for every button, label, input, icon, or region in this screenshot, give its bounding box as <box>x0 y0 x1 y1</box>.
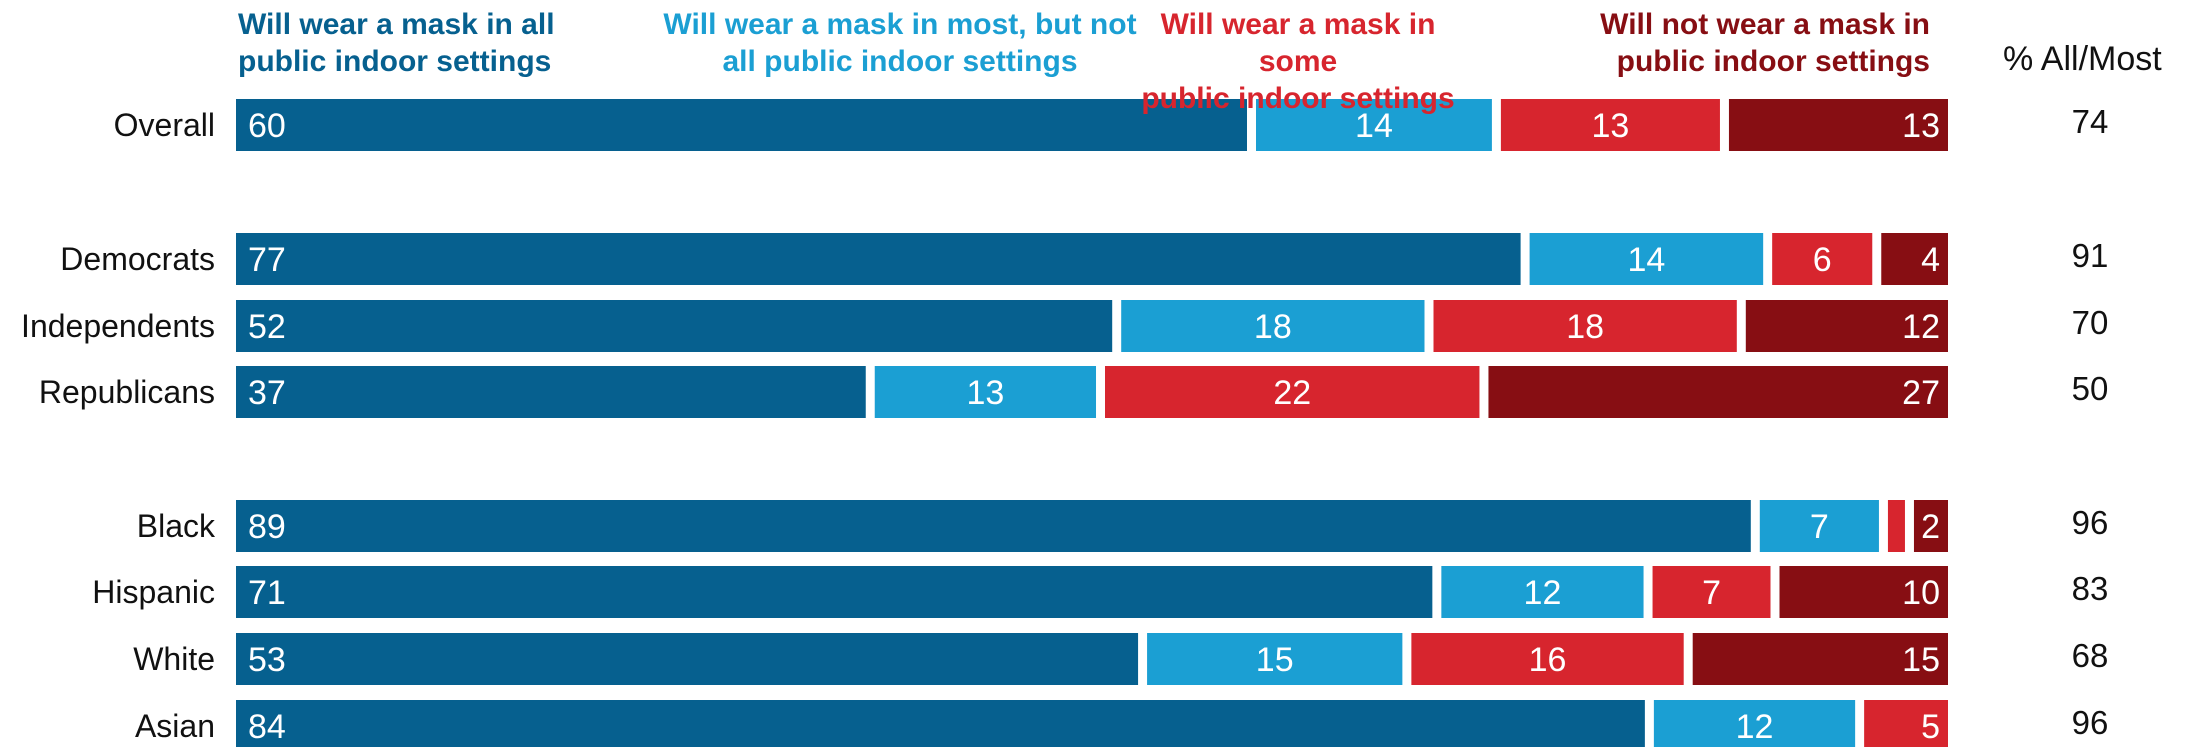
data-label: 52 <box>248 308 286 346</box>
bar-segment <box>236 233 1521 285</box>
bar-segment <box>1728 99 1948 151</box>
data-label: 7 <box>1702 574 1721 612</box>
data-label: 13 <box>1902 107 1940 145</box>
data-label: 15 <box>1902 641 1940 679</box>
bar-segment <box>1887 500 1905 552</box>
totals-header: % All/Most <box>2003 40 2162 78</box>
legend-line: public indoor settings <box>1616 45 1930 78</box>
data-label: 18 <box>1566 308 1604 346</box>
bar-segment <box>1745 300 1948 352</box>
data-label: 6 <box>1813 241 1832 279</box>
bar-segment <box>1692 633 1948 685</box>
total-value: 50 <box>2071 370 2109 407</box>
bar-segment <box>1759 500 1879 552</box>
data-label: 5 <box>1921 708 1940 746</box>
total-value: 70 <box>2071 304 2109 341</box>
legend-item-4: Will not wear a mask in public indoor set… <box>1597 6 1930 80</box>
bar-segment <box>1881 233 1948 285</box>
legend-line: public indoor settings <box>238 45 552 78</box>
data-label: 4 <box>1921 241 1940 279</box>
bar-segment <box>236 99 1247 151</box>
category-label: Black <box>136 508 215 544</box>
bar-segment <box>1121 300 1425 352</box>
bar-segment <box>1652 566 1771 618</box>
total-value: 83 <box>2071 570 2109 607</box>
bar-segment <box>236 500 1751 552</box>
category-label: Overall <box>113 107 215 143</box>
legend-item-1: Will wear a mask in all public indoor set… <box>238 6 578 80</box>
data-label: 12 <box>1524 574 1562 612</box>
data-label: 14 <box>1355 107 1393 145</box>
data-label: 89 <box>248 508 286 546</box>
legend-item-2: Will wear a mask in most, but not all pub… <box>620 6 1180 80</box>
legend-line: Will wear a mask in all <box>238 8 555 41</box>
bar-segment <box>1488 366 1948 418</box>
data-label: 15 <box>1256 641 1294 679</box>
bar-segment <box>236 633 1139 685</box>
data-label: 13 <box>1592 107 1630 145</box>
data-label: 77 <box>248 241 286 279</box>
data-label: 16 <box>1529 641 1567 679</box>
data-label: 84 <box>248 708 286 746</box>
data-label: 12 <box>1902 308 1940 346</box>
bar-segment <box>1500 99 1720 151</box>
total-value: 68 <box>2071 637 2109 674</box>
category-label: White <box>133 641 215 677</box>
data-label: 60 <box>248 107 286 145</box>
legend-item-3: Will wear a mask in some public indoor se… <box>1133 6 1463 117</box>
data-label: 13 <box>966 374 1004 412</box>
data-label: 53 <box>248 641 286 679</box>
legend-line: public indoor settings <box>1141 82 1455 115</box>
bar-segment <box>1653 700 1856 747</box>
bar-segment <box>1779 566 1948 618</box>
data-label: 37 <box>248 374 286 412</box>
bar-segment <box>236 300 1113 352</box>
bar-segment <box>1913 500 1948 552</box>
legend-line: all public indoor settings <box>722 45 1078 78</box>
category-label: Republicans <box>38 374 215 410</box>
total-value: 96 <box>2071 704 2109 741</box>
data-label: 27 <box>1902 374 1940 412</box>
legend-line: Will wear a mask in some <box>1160 8 1436 78</box>
bar-segment <box>1529 233 1764 285</box>
bar-segment <box>1864 700 1948 747</box>
bar-segment <box>1147 633 1403 685</box>
data-label: 2 <box>1921 508 1940 546</box>
bar-segment <box>1256 99 1492 151</box>
bar-segment <box>1433 300 1737 352</box>
total-value: 91 <box>2071 237 2109 274</box>
bar-segment <box>236 700 1645 747</box>
data-label: 10 <box>1902 574 1940 612</box>
category-label: Hispanic <box>92 574 215 610</box>
category-label: Asian <box>134 708 215 744</box>
total-value: 74 <box>2071 103 2109 140</box>
total-value: 96 <box>2071 504 2109 541</box>
bar-segment <box>874 366 1097 418</box>
legend-line: Will wear a mask in most, but not <box>663 8 1137 41</box>
bar-segment <box>1772 233 1873 285</box>
data-label: 71 <box>248 574 286 612</box>
data-label: 7 <box>1810 508 1829 546</box>
bar-segment <box>1441 566 1644 618</box>
legend-line: Will not wear a mask in <box>1600 8 1930 41</box>
bar-segment <box>1411 633 1684 685</box>
data-label: 14 <box>1627 241 1665 279</box>
bar-segment <box>236 366 866 418</box>
data-label: 22 <box>1273 374 1311 412</box>
bar-segment <box>236 566 1433 618</box>
category-label: Independents <box>21 308 215 344</box>
bar-segment <box>1105 366 1480 418</box>
data-label: 12 <box>1736 708 1774 746</box>
data-label: 18 <box>1254 308 1292 346</box>
category-label: Democrats <box>60 241 215 277</box>
